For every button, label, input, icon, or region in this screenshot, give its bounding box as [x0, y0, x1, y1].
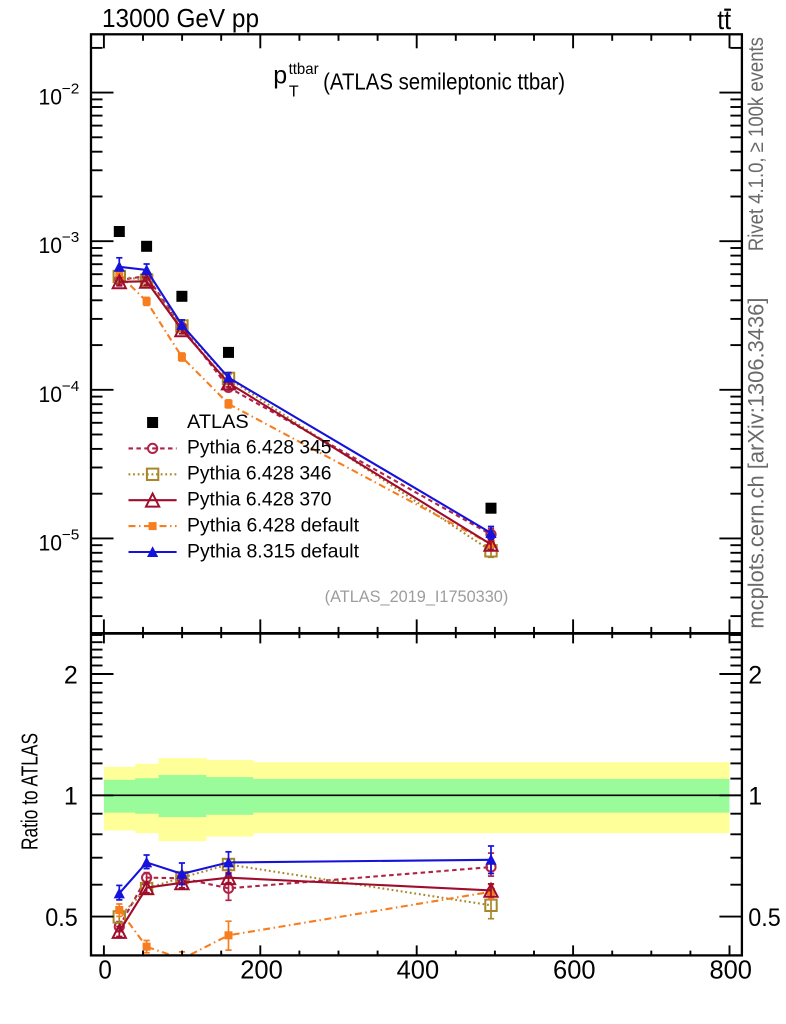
- svg-text:Pythia 6.428 346: Pythia 6.428 346: [187, 463, 332, 485]
- svg-text:p: p: [273, 62, 287, 90]
- svg-text:0.5: 0.5: [748, 904, 781, 932]
- svg-text:−3: −3: [62, 229, 80, 246]
- svg-text:ttbar: ttbar: [289, 61, 320, 78]
- svg-text:13000 GeV pp: 13000 GeV pp: [102, 3, 259, 33]
- svg-text:−2: −2: [62, 81, 80, 98]
- svg-text:−5: −5: [62, 526, 80, 543]
- svg-text:−4: −4: [62, 378, 80, 395]
- svg-text:2: 2: [64, 661, 78, 689]
- svg-text:tt: tt: [717, 5, 731, 35]
- svg-text:400: 400: [397, 955, 440, 985]
- svg-text:10: 10: [39, 233, 63, 258]
- svg-text:Pythia 6.428 370: Pythia 6.428 370: [187, 489, 332, 511]
- svg-text:(ATLAS semileptonic ttbar): (ATLAS semileptonic ttbar): [323, 69, 565, 95]
- svg-text:Pythia 8.315 default: Pythia 8.315 default: [187, 540, 360, 562]
- svg-text:200: 200: [240, 955, 283, 985]
- svg-text:600: 600: [553, 955, 596, 985]
- svg-text:mcplots.cern.ch [arXiv:1306.34: mcplots.cern.ch [arXiv:1306.3436]: [744, 298, 769, 629]
- svg-text:Pythia 6.428 345: Pythia 6.428 345: [187, 437, 332, 459]
- svg-text:10: 10: [39, 85, 63, 110]
- svg-text:0.5: 0.5: [45, 904, 78, 932]
- svg-text:Rivet 4.1.0, ≥ 100k events: Rivet 4.1.0, ≥ 100k events: [744, 37, 768, 251]
- svg-text:2: 2: [748, 661, 762, 689]
- svg-text:T: T: [289, 83, 299, 100]
- svg-text:0: 0: [98, 955, 112, 985]
- svg-text:10: 10: [39, 530, 63, 555]
- svg-text:ATLAS: ATLAS: [187, 411, 249, 433]
- svg-text:10: 10: [39, 382, 63, 407]
- svg-text:800: 800: [709, 955, 752, 985]
- svg-text:Ratio to ATLAS: Ratio to ATLAS: [17, 733, 43, 850]
- svg-text:1: 1: [64, 783, 78, 811]
- svg-text:1: 1: [748, 783, 762, 811]
- svg-text:(ATLAS_2019_I1750330): (ATLAS_2019_I1750330): [325, 588, 509, 606]
- svg-text:Pythia 6.428 default: Pythia 6.428 default: [187, 514, 360, 536]
